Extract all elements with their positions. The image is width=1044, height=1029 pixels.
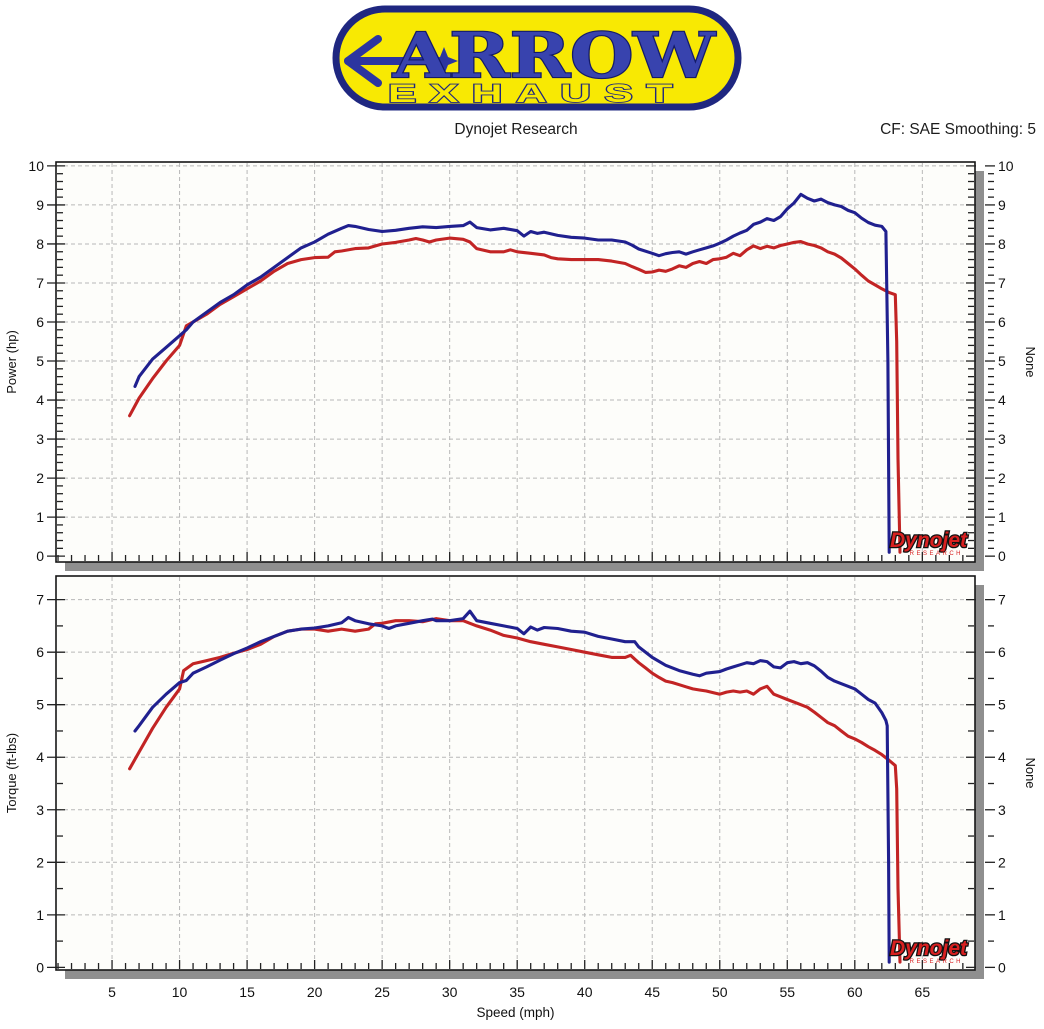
y-tick-label: 8 — [36, 236, 44, 252]
y-tick-label: 3 — [36, 802, 44, 818]
logo-star-icon — [430, 47, 458, 75]
y2-tick-label: 0 — [998, 548, 1006, 564]
x-tick-label: 40 — [577, 984, 593, 1000]
y-tick-label: 4 — [36, 749, 44, 765]
axis-tick-labels: 0 01 12 23 34 45 56 67 75 10 15 20 25 30 35 40 45 50 55 60 6… — [36, 592, 1006, 1020]
y-tick-label: 9 — [36, 197, 44, 213]
blue-run-line — [133, 609, 891, 964]
x-tick-label: 65 — [915, 984, 931, 1000]
y-tick-label: 1 — [36, 907, 44, 923]
y-tick-label: 2 — [36, 470, 44, 486]
plot-area — [55, 161, 976, 563]
y2-tick-label: 2 — [998, 470, 1006, 486]
tick-marks — [47, 165, 995, 561]
y2-axis-label: None — [1023, 757, 1038, 788]
y-tick-label: 10 — [28, 158, 44, 174]
y2-tick-label: 6 — [998, 314, 1006, 330]
power-chart: 0 0 1 1 2 2 3 3 4 4 5 5 6 6 7 7 8 8 9 9 10 10 Power (hp) None Dy… — [4, 158, 1038, 571]
y2-tick-label: 0 — [998, 959, 1006, 975]
y-tick-label: 5 — [36, 353, 44, 369]
watermark-name: Dynojet — [890, 529, 968, 552]
x-tick-label: 10 — [172, 984, 188, 1000]
y2-tick-label: 4 — [998, 392, 1006, 408]
y2-tick-label: 3 — [998, 431, 1006, 447]
logo-oval — [332, 5, 742, 111]
tick-marks — [47, 598, 995, 969]
y2-tick-label: 4 — [998, 749, 1006, 765]
x-tick-label: 30 — [442, 984, 458, 1000]
y-tick-label: 7 — [36, 275, 44, 291]
x-tick-label: 35 — [509, 984, 525, 1000]
gridlines — [57, 577, 974, 969]
y-tick-label: 6 — [36, 314, 44, 330]
gridlines — [57, 163, 974, 561]
y2-tick-label: 1 — [998, 907, 1006, 923]
logo-sub-text: EXHAUST — [388, 80, 686, 108]
y2-tick-label: 1 — [998, 509, 1006, 525]
y-axis-label: Power (hp) — [4, 330, 19, 394]
y2-tick-label: 7 — [998, 275, 1006, 291]
y2-tick-label: 8 — [998, 236, 1006, 252]
red-run-line — [128, 236, 902, 554]
x-axis-label: Speed (mph) — [476, 1005, 554, 1020]
y-tick-label: 2 — [36, 854, 44, 870]
watermark-name: Dynojet — [890, 937, 968, 960]
correction-smoothing-label: CF: SAE Smoothing: 5 — [880, 121, 1036, 138]
y-tick-label: 0 — [36, 959, 44, 975]
y-tick-label: 0 — [36, 548, 44, 564]
x-tick-label: 45 — [644, 984, 660, 1000]
watermark-sub: RESEARCH — [910, 551, 963, 557]
plot-area — [55, 575, 976, 971]
y2-tick-label: 3 — [998, 802, 1006, 818]
logo-brand-text: ARROW — [392, 19, 717, 92]
y2-tick-label: 9 — [998, 197, 1006, 213]
y2-tick-label: 10 — [998, 158, 1014, 174]
y-tick-label: 5 — [36, 697, 44, 713]
y-tick-label: 6 — [36, 644, 44, 660]
y2-axis-label: None — [1023, 346, 1038, 377]
torque-chart: 0 01 12 23 34 45 56 67 75 10 15 20 25 30 35 40 45 50 55 60 6… — [4, 575, 1038, 1020]
y2-tick-label: 2 — [998, 854, 1006, 870]
x-tick-label: 5 — [108, 984, 116, 1000]
y2-tick-label: 7 — [998, 592, 1006, 608]
logo-arrow-icon — [344, 35, 442, 87]
x-tick-label: 50 — [712, 984, 728, 1000]
axis-tick-labels: 0 0 1 1 2 2 3 3 4 4 5 5 6 6 7 7 8 8 9 9 10 10 — [28, 158, 1013, 564]
blue-run-line — [133, 192, 891, 554]
watermark-sub: RESEARCH — [910, 959, 963, 965]
x-tick-label: 15 — [239, 984, 255, 1000]
x-tick-label: 25 — [374, 984, 390, 1000]
y-tick-label: 4 — [36, 392, 44, 408]
y-tick-label: 7 — [36, 592, 44, 608]
report-title: Dynojet Research — [454, 121, 578, 138]
y-tick-label: 1 — [36, 509, 44, 525]
arrow-exhaust-logo: ARROW EXHAUST — [332, 5, 742, 111]
y-tick-label: 3 — [36, 431, 44, 447]
x-tick-label: 55 — [779, 984, 795, 1000]
x-tick-label: 20 — [307, 984, 323, 1000]
y2-tick-label: 6 — [998, 644, 1006, 660]
x-tick-label: 60 — [847, 984, 863, 1000]
y-axis-label: Torque (ft-lbs) — [4, 733, 19, 813]
y2-tick-label: 5 — [998, 697, 1006, 713]
y2-tick-label: 5 — [998, 353, 1006, 369]
